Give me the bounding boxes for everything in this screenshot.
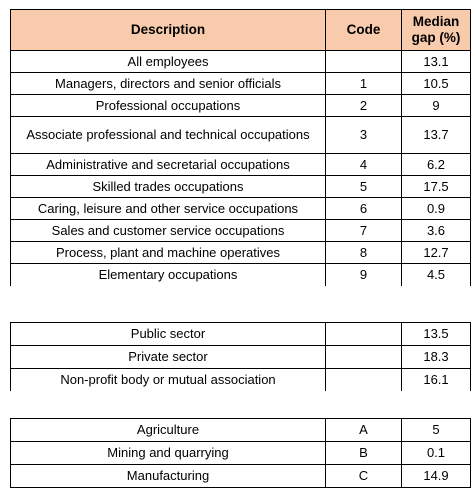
row-code: 1 bbox=[325, 72, 402, 95]
table-row: Administrative and secretarial occupatio… bbox=[10, 153, 471, 176]
row-gap: 0.1 bbox=[401, 441, 471, 465]
table-row: Process, plant and machine operatives 8 … bbox=[10, 241, 471, 264]
row-code: 8 bbox=[325, 241, 402, 264]
row-description: Administrative and secretarial occupatio… bbox=[10, 153, 326, 176]
header-gap: Median gap (%) bbox=[401, 9, 471, 51]
row-description: Non-profit body or mutual association bbox=[10, 368, 326, 391]
sector-table: Public sector 13.5 Private sector 18.3 N… bbox=[10, 322, 471, 391]
row-description: Caring, leisure and other service occupa… bbox=[10, 197, 326, 220]
table-row: Mining and quarrying B 0.1 bbox=[10, 441, 471, 465]
row-gap: 18.3 bbox=[401, 345, 471, 369]
table-row: Professional occupations 2 9 bbox=[10, 94, 471, 117]
row-description: Professional occupations bbox=[10, 94, 326, 117]
row-gap: 5 bbox=[401, 418, 471, 442]
row-gap: 13.5 bbox=[401, 322, 471, 346]
row-description: Agriculture bbox=[10, 418, 326, 442]
table-row: Non-profit body or mutual association 16… bbox=[10, 368, 471, 391]
row-gap: 4.5 bbox=[401, 263, 471, 286]
row-code: 5 bbox=[325, 175, 402, 198]
header-description: Description bbox=[10, 9, 326, 51]
table-row: Skilled trades occupations 5 17.5 bbox=[10, 175, 471, 198]
row-gap: 13.1 bbox=[401, 50, 471, 73]
row-code bbox=[325, 50, 402, 73]
row-gap: 9 bbox=[401, 94, 471, 117]
row-description: Skilled trades occupations bbox=[10, 175, 326, 198]
row-code: B bbox=[325, 441, 402, 465]
row-gap: 14.9 bbox=[401, 464, 471, 488]
table-row: Manufacturing C 14.9 bbox=[10, 464, 471, 488]
table-header-row: Description Code Median gap (%) bbox=[10, 9, 471, 51]
row-description: All employees bbox=[10, 50, 326, 73]
row-gap: 6.2 bbox=[401, 153, 471, 176]
row-code bbox=[325, 368, 402, 391]
row-code: 2 bbox=[325, 94, 402, 117]
industry-table: Agriculture A 5 Mining and quarrying B 0… bbox=[10, 418, 471, 488]
row-code: 6 bbox=[325, 197, 402, 220]
row-code: 3 bbox=[325, 116, 402, 154]
row-description: Sales and customer service occupations bbox=[10, 219, 326, 242]
row-description: Associate professional and technical occ… bbox=[10, 116, 326, 154]
row-gap: 0.9 bbox=[401, 197, 471, 220]
occupation-table: Description Code Median gap (%) All empl… bbox=[10, 9, 471, 286]
row-description: Elementary occupations bbox=[10, 263, 326, 286]
row-gap: 13.7 bbox=[401, 116, 471, 154]
row-gap: 17.5 bbox=[401, 175, 471, 198]
row-code bbox=[325, 322, 402, 346]
row-description: Manufacturing bbox=[10, 464, 326, 488]
row-description: Private sector bbox=[10, 345, 326, 369]
row-gap: 16.1 bbox=[401, 368, 471, 391]
row-description: Mining and quarrying bbox=[10, 441, 326, 465]
table-row: Elementary occupations 9 4.5 bbox=[10, 263, 471, 286]
table-row: All employees 13.1 bbox=[10, 50, 471, 73]
row-code: C bbox=[325, 464, 402, 488]
header-code: Code bbox=[325, 9, 402, 51]
row-description: Public sector bbox=[10, 322, 326, 346]
table-row: Sales and customer service occupations 7… bbox=[10, 219, 471, 242]
table-row: Private sector 18.3 bbox=[10, 345, 471, 369]
row-code: 7 bbox=[325, 219, 402, 242]
table-row: Caring, leisure and other service occupa… bbox=[10, 197, 471, 220]
table-row: Public sector 13.5 bbox=[10, 322, 471, 346]
row-code bbox=[325, 345, 402, 369]
row-code: 9 bbox=[325, 263, 402, 286]
row-description: Process, plant and machine operatives bbox=[10, 241, 326, 264]
row-code: 4 bbox=[325, 153, 402, 176]
table-row: Managers, directors and senior officials… bbox=[10, 72, 471, 95]
row-description: Managers, directors and senior officials bbox=[10, 72, 326, 95]
row-code: A bbox=[325, 418, 402, 442]
row-gap: 10.5 bbox=[401, 72, 471, 95]
table-row: Agriculture A 5 bbox=[10, 418, 471, 442]
row-gap: 12.7 bbox=[401, 241, 471, 264]
row-gap: 3.6 bbox=[401, 219, 471, 242]
table-row: Associate professional and technical occ… bbox=[10, 116, 471, 154]
